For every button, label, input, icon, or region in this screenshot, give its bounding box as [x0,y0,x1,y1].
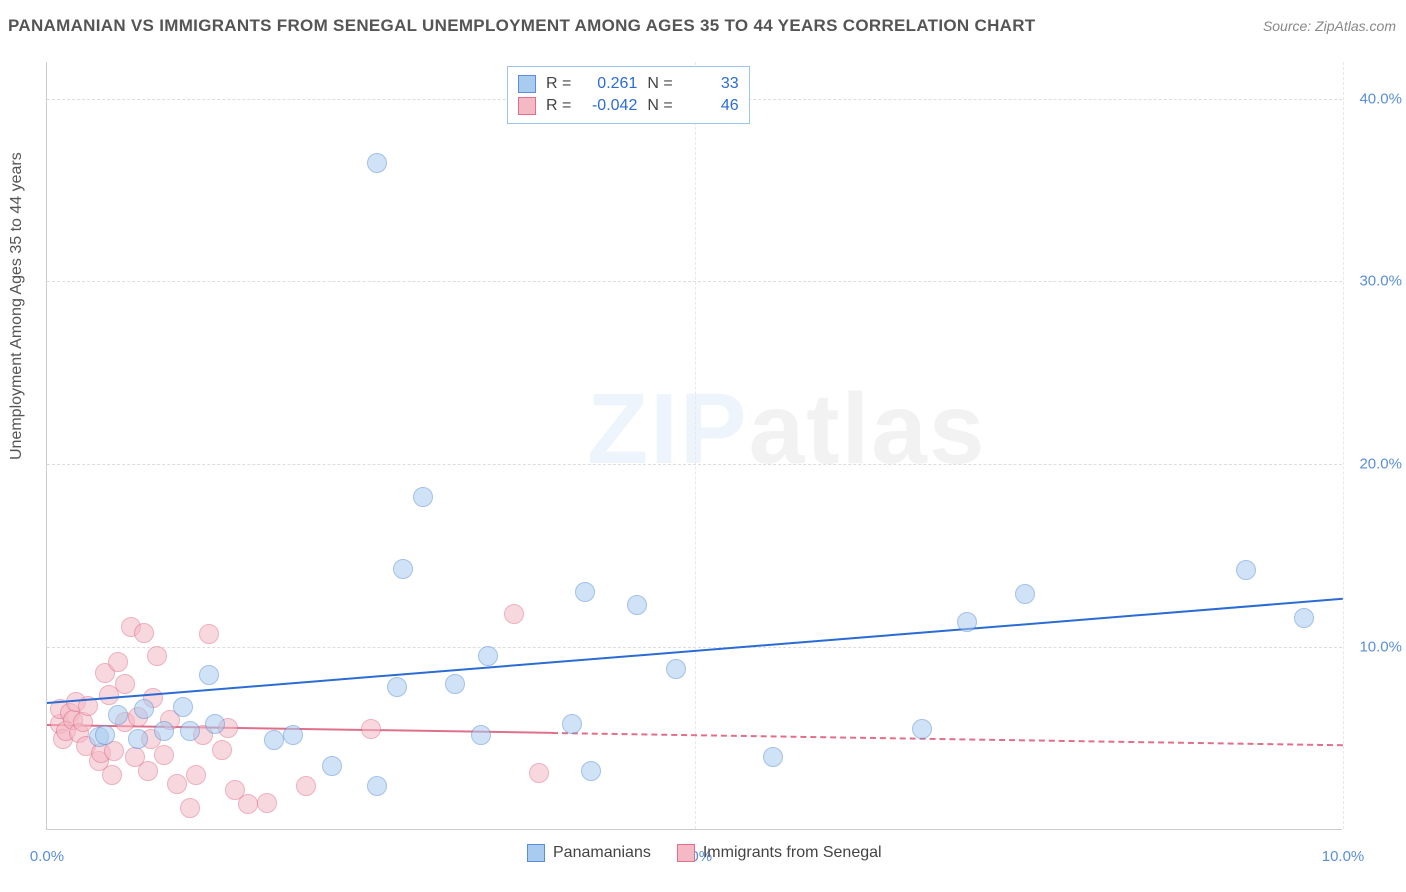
data-point-panamanians [445,674,465,694]
n-label: N = [647,75,672,93]
data-point-panamanians [199,665,219,685]
data-point-senegal [180,798,200,818]
gridline-v [695,62,696,829]
watermark-atlas: atlas [749,373,987,485]
data-point-panamanians [173,697,193,717]
data-point-panamanians [562,714,582,734]
data-point-senegal [212,740,232,760]
data-point-panamanians [95,725,115,745]
n-value: 46 [683,97,739,115]
data-point-panamanians [367,153,387,173]
data-point-senegal [115,674,135,694]
data-point-panamanians [912,719,932,739]
stats-legend: R = 0.261 N = 33 R = -0.042 N = 46 [507,66,750,124]
data-point-senegal [134,623,154,643]
legend-item-senegal: Immigrants from Senegal [677,844,882,862]
y-axis-label: Unemployment Among Ages 35 to 44 years [8,152,26,460]
data-point-panamanians [627,595,647,615]
data-point-panamanians [1015,584,1035,604]
data-point-panamanians [108,705,128,725]
data-point-panamanians [264,730,284,750]
gridline-v [1343,62,1344,829]
r-label: R = [546,75,571,93]
data-point-senegal [108,652,128,672]
chart-title: PANAMANIAN VS IMMIGRANTS FROM SENEGAL UN… [8,16,1036,36]
data-point-panamanians [128,729,148,749]
swatch-panamanians [518,75,536,93]
stats-row-panamanians: R = 0.261 N = 33 [518,73,739,95]
data-point-panamanians [478,646,498,666]
data-point-panamanians [763,747,783,767]
r-value: -0.042 [581,97,637,115]
data-point-panamanians [393,559,413,579]
data-point-senegal [102,765,122,785]
swatch-senegal [677,844,695,862]
data-point-senegal [167,774,187,794]
data-point-senegal [529,763,549,783]
data-point-senegal [147,646,167,666]
data-point-senegal [296,776,316,796]
data-point-panamanians [957,612,977,632]
y-tick-label: 10.0% [1359,639,1402,656]
data-point-panamanians [575,582,595,602]
data-point-panamanians [205,714,225,734]
data-point-panamanians [666,659,686,679]
series-legend: Panamanians Immigrants from Senegal [527,844,882,862]
y-tick-label: 40.0% [1359,90,1402,107]
data-point-panamanians [322,756,342,776]
data-point-panamanians [387,677,407,697]
data-point-panamanians [134,699,154,719]
r-label: R = [546,97,571,115]
trend-line-senegal-dashed [552,732,1343,746]
data-point-senegal [154,745,174,765]
data-point-panamanians [154,721,174,741]
chart-container: PANAMANIAN VS IMMIGRANTS FROM SENEGAL UN… [0,0,1406,892]
source-attribution: Source: ZipAtlas.com [1263,18,1396,34]
swatch-panamanians [527,844,545,862]
data-point-senegal [238,794,258,814]
swatch-senegal [518,97,536,115]
legend-label: Panamanians [553,844,651,862]
data-point-panamanians [581,761,601,781]
data-point-panamanians [413,487,433,507]
data-point-panamanians [471,725,491,745]
legend-label: Immigrants from Senegal [703,844,882,862]
x-tick-label: 10.0% [1322,848,1365,865]
data-point-senegal [186,765,206,785]
data-point-panamanians [1294,608,1314,628]
data-point-panamanians [1236,560,1256,580]
data-point-panamanians [283,725,303,745]
r-value: 0.261 [581,75,637,93]
data-point-senegal [257,793,277,813]
data-point-senegal [199,624,219,644]
watermark: ZIPatlas [587,372,987,487]
data-point-senegal [504,604,524,624]
data-point-senegal [361,719,381,739]
plot-area: ZIPatlas 10.0%20.0%30.0%40.0%0.0%5.0%10.… [46,62,1342,830]
legend-item-panamanians: Panamanians [527,844,651,862]
data-point-senegal [138,761,158,781]
y-tick-label: 20.0% [1359,456,1402,473]
data-point-panamanians [367,776,387,796]
n-label: N = [647,97,672,115]
stats-row-senegal: R = -0.042 N = 46 [518,95,739,117]
y-tick-label: 30.0% [1359,273,1402,290]
data-point-panamanians [180,721,200,741]
watermark-zip: ZIP [587,373,749,485]
x-tick-label: 0.0% [30,848,64,865]
n-value: 33 [683,75,739,93]
